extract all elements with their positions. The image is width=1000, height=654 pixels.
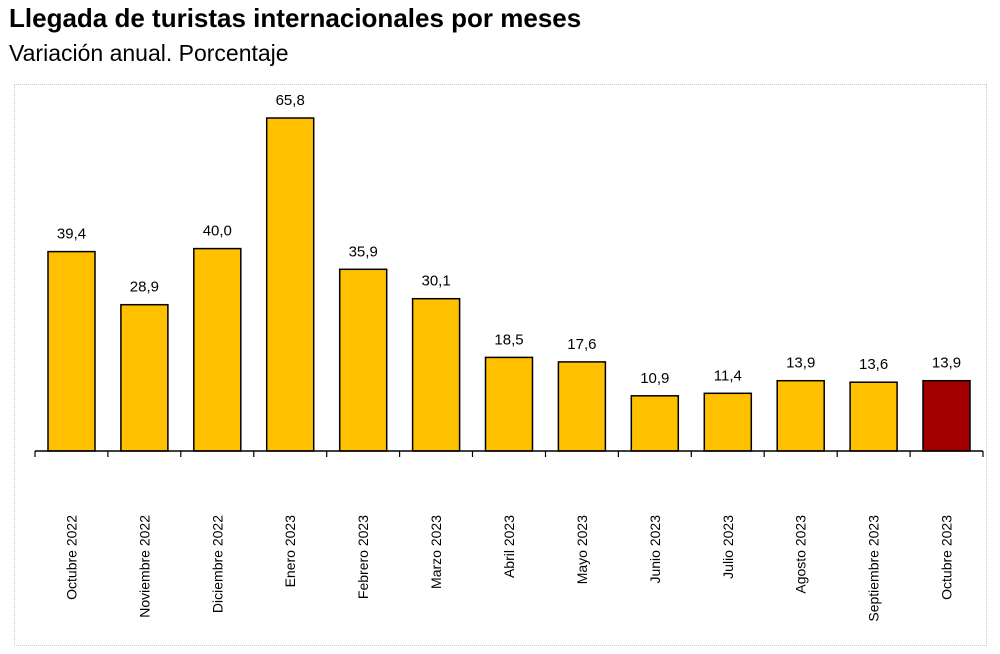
bar xyxy=(120,303,169,452)
category-label: Mayo 2023 xyxy=(574,515,590,584)
data-label: 18,5 xyxy=(494,331,523,348)
bar xyxy=(776,379,825,452)
bar xyxy=(922,379,971,452)
data-label: 35,9 xyxy=(349,243,378,260)
category-label: Diciembre 2022 xyxy=(209,515,225,613)
category-label: Noviembre 2022 xyxy=(136,515,152,618)
data-label: 10,9 xyxy=(640,370,669,387)
data-label: 17,6 xyxy=(567,336,596,353)
category-label: Julio 2023 xyxy=(720,515,736,579)
bar xyxy=(849,381,898,452)
data-label: 13,6 xyxy=(859,356,888,373)
data-label: 40,0 xyxy=(203,223,232,240)
bar xyxy=(703,392,753,452)
data-label: 30,1 xyxy=(421,273,450,290)
category-label: Agosto 2023 xyxy=(793,515,809,594)
bar xyxy=(411,297,461,452)
bar xyxy=(193,247,242,452)
category-label: Febrero 2023 xyxy=(355,515,371,599)
category-label: Octubre 2023 xyxy=(939,515,955,600)
bar xyxy=(557,361,607,452)
bar xyxy=(630,395,680,452)
category-label: Marzo 2023 xyxy=(428,515,444,589)
chart-subtitle: Variación anual. Porcentaje xyxy=(9,40,289,66)
category-label: Enero 2023 xyxy=(282,515,298,588)
bar xyxy=(484,356,534,452)
bar xyxy=(338,268,388,452)
plot-area xyxy=(14,84,987,646)
chart-title: Llegada de turistas internacionales por … xyxy=(9,3,582,33)
category-label: Junio 2023 xyxy=(647,515,663,584)
data-label: 11,4 xyxy=(714,367,742,384)
bar xyxy=(47,250,96,452)
category-label: Abril 2023 xyxy=(501,515,517,578)
bar xyxy=(265,117,315,452)
data-label: 13,9 xyxy=(786,355,815,372)
data-label: 28,9 xyxy=(130,279,159,296)
data-label: 65,8 xyxy=(276,92,305,109)
data-label: 39,4 xyxy=(57,226,86,243)
category-label: Septiembre 2023 xyxy=(866,515,882,622)
data-label: 13,9 xyxy=(932,355,961,372)
category-label: Octubre 2022 xyxy=(64,515,80,600)
